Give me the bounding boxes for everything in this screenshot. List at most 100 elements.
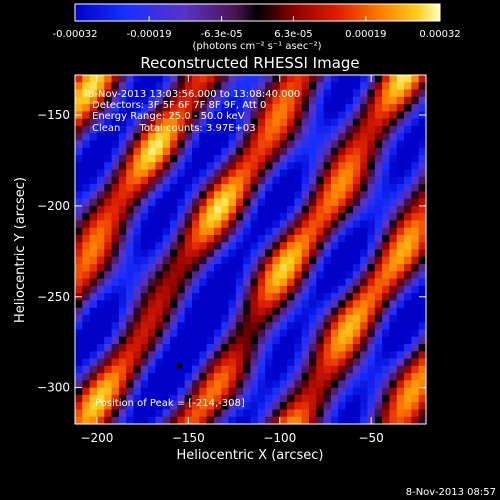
- heatmap-cell: [330, 307, 339, 316]
- heatmap-cell: [396, 402, 405, 411]
- heatmap-cell: [221, 300, 230, 309]
- heatmap-cell: [184, 365, 193, 374]
- heatmap-cell: [352, 387, 361, 396]
- heatmap-cell: [338, 96, 347, 105]
- heatmap-cell: [155, 220, 164, 229]
- heatmap-cell: [162, 169, 171, 178]
- heatmap-cell: [345, 220, 354, 229]
- heatmap-cell: [323, 234, 332, 243]
- heatmap-cell: [206, 249, 215, 258]
- heatmap-cell: [111, 373, 120, 381]
- heatmap-cell: [75, 169, 83, 178]
- heatmap-cell: [111, 220, 120, 229]
- heatmap-cell: [404, 82, 412, 91]
- heatmap-cell: [265, 176, 274, 185]
- heatmap-cell: [396, 176, 405, 185]
- heatmap-cell: [352, 169, 361, 178]
- heatmap-cell: [352, 82, 361, 91]
- heatmap-cell: [250, 358, 259, 367]
- heatmap-cell: [382, 96, 391, 105]
- heatmap-cell: [294, 82, 303, 91]
- heatmap-cell: [316, 154, 325, 163]
- heatmap-cell: [213, 387, 222, 396]
- heatmap-cell: [396, 322, 405, 331]
- heatmap-cell: [184, 162, 193, 171]
- heatmap-cell: [155, 205, 164, 214]
- heatmap-cell: [96, 380, 105, 389]
- heatmap-cell: [177, 329, 186, 338]
- heatmap-cell: [82, 249, 91, 258]
- heatmap-cell: [96, 293, 105, 301]
- heatmap-cell: [75, 234, 83, 243]
- heatmap-cell: [301, 205, 310, 214]
- heatmap-cell: [213, 147, 222, 156]
- heatmap-cell: [316, 271, 325, 280]
- heatmap-cell: [184, 278, 193, 287]
- heatmap-cell: [294, 162, 303, 171]
- heatmap-cell: [184, 169, 193, 178]
- heatmap-cell: [162, 140, 171, 149]
- heatmap-cell: [192, 314, 200, 323]
- heatmap-cell: [111, 322, 120, 331]
- heatmap-cell: [104, 125, 113, 134]
- heatmap-cell: [272, 278, 281, 287]
- heatmap-area: [75, 75, 426, 424]
- heatmap-cell: [345, 256, 354, 265]
- heatmap-cell: [89, 293, 98, 301]
- heatmap-cell: [250, 104, 259, 112]
- heatmap-cell: [111, 416, 120, 424]
- heatmap-cell: [213, 293, 222, 301]
- heatmap-cell: [170, 380, 178, 389]
- heatmap-cell: [206, 314, 215, 323]
- heatmap-cell: [418, 285, 426, 294]
- heatmap-cell: [389, 118, 398, 127]
- heatmap-cell: [301, 336, 310, 345]
- heatmap-cell: [294, 205, 303, 214]
- heatmap-cell: [330, 75, 339, 83]
- heatmap-cell: [265, 220, 274, 229]
- heatmap-cell: [243, 322, 252, 331]
- heatmap-cell: [345, 169, 354, 178]
- heatmap-cell: [221, 256, 230, 265]
- heatmap-cell: [367, 409, 376, 418]
- heatmap-cell: [396, 409, 405, 418]
- heatmap-cell: [206, 402, 215, 411]
- heatmap-cell: [213, 111, 222, 120]
- heatmap-cell: [294, 154, 303, 163]
- heatmap-cell: [345, 387, 354, 396]
- heatmap-cell: [89, 409, 98, 418]
- heatmap-cell: [301, 365, 310, 374]
- heatmap-cell: [192, 394, 200, 403]
- heatmap-cell: [404, 285, 412, 294]
- heatmap-cell: [228, 285, 237, 294]
- heatmap-cell: [404, 220, 412, 229]
- heatmap-cell: [126, 111, 135, 120]
- heatmap-cell: [345, 205, 354, 214]
- heatmap-cell: [170, 75, 178, 83]
- heatmap-cell: [309, 380, 317, 389]
- heatmap-cell: [235, 169, 244, 178]
- heatmap-cell: [367, 133, 376, 142]
- heatmap-cell: [382, 351, 391, 360]
- heatmap-cell: [323, 278, 332, 287]
- heatmap-cell: [111, 249, 120, 258]
- heatmap-cell: [177, 96, 186, 105]
- heatmap-cell: [338, 75, 347, 83]
- heatmap-cell: [374, 140, 383, 149]
- heatmap-cell: [126, 133, 135, 142]
- heatmap-cell: [411, 307, 420, 316]
- heatmap-cell: [367, 293, 376, 301]
- heatmap-cell: [75, 176, 83, 185]
- heatmap-cell: [360, 75, 369, 83]
- heatmap-cell: [323, 104, 332, 112]
- heatmap-cell: [148, 154, 157, 163]
- heatmap-cell: [360, 133, 369, 142]
- heatmap-cell: [360, 213, 369, 222]
- heatmap-cell: [257, 307, 266, 316]
- heatmap-cell: [389, 89, 398, 98]
- heatmap-cell: [243, 271, 252, 280]
- heatmap-cell: [133, 96, 142, 105]
- heatmap-cell: [228, 264, 237, 272]
- heatmap-cell: [155, 227, 164, 236]
- colorbar-tick-label: -0.00019: [127, 29, 172, 40]
